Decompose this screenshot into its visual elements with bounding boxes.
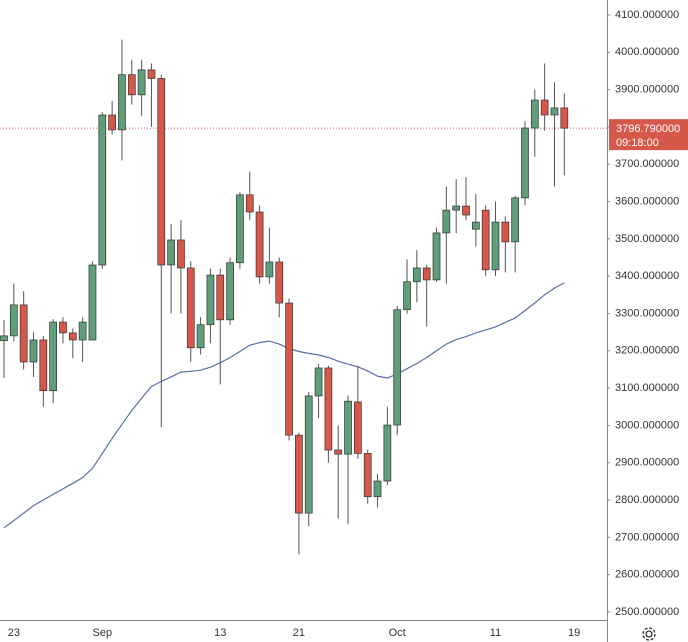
- candle-body: [314, 367, 323, 397]
- y-tick-label: 3200.000000: [615, 345, 679, 357]
- candle-body: [530, 99, 539, 129]
- candle-body: [452, 205, 461, 211]
- candle-body: [186, 267, 195, 349]
- candle-body: [363, 453, 372, 498]
- y-tick-label: 3000.000000: [615, 419, 679, 431]
- candle-body: [78, 321, 87, 341]
- x-tick-label: Sep: [93, 627, 113, 639]
- candle-body: [39, 339, 48, 392]
- candle-body: [373, 480, 382, 498]
- x-tick-label: 19: [568, 627, 580, 639]
- candle-body: [501, 221, 510, 243]
- y-tick-label: 4000.000000: [615, 46, 679, 58]
- candle-body: [550, 107, 559, 116]
- candle-body: [88, 264, 97, 341]
- candle-body: [127, 74, 136, 96]
- y-tick-label: 3100.000000: [615, 382, 679, 394]
- candle-body: [9, 304, 18, 337]
- price-label: 3796.790000: [616, 123, 680, 135]
- y-tick-label: 4100.000000: [615, 9, 679, 21]
- candle-body: [403, 281, 411, 311]
- y-tick-label: 3900.000000: [615, 84, 679, 96]
- y-tick-label: 3600.000000: [615, 195, 679, 207]
- candle-body: [324, 367, 333, 451]
- y-tick-label: 2500.000000: [615, 606, 679, 618]
- settings-icon[interactable]: [642, 627, 656, 641]
- candle-body: [304, 395, 313, 514]
- candle-body: [59, 321, 67, 334]
- candle-body: [521, 127, 529, 199]
- candle-body: [354, 401, 362, 454]
- candle-body: [285, 302, 293, 436]
- candle-body: [206, 274, 215, 326]
- candle-body: [462, 205, 470, 216]
- moving-average: [3, 282, 565, 529]
- candle-body: [393, 309, 402, 426]
- candle-body: [491, 221, 500, 271]
- candle-body: [511, 197, 520, 243]
- candle-body: [442, 209, 451, 234]
- candle-body: [413, 267, 421, 283]
- candle-body: [481, 209, 490, 271]
- candle-body: [157, 78, 166, 266]
- candle-body: [137, 69, 146, 96]
- candle-body: [540, 99, 549, 116]
- candle-body: [49, 321, 58, 392]
- candle-body: [383, 424, 392, 482]
- candle-body: [196, 324, 205, 349]
- countdown-label: 09:18:00: [616, 137, 659, 149]
- candle-body: [29, 339, 38, 363]
- y-tick-label: 2700.000000: [615, 531, 679, 543]
- x-tick-label: 13: [214, 627, 226, 639]
- y-tick-label: 2800.000000: [615, 494, 679, 506]
- y-tick-label: 3500.000000: [615, 233, 679, 245]
- candle-body: [344, 400, 352, 455]
- candle-body: [98, 114, 107, 266]
- y-tick-label: 3300.000000: [615, 307, 679, 319]
- candle-body: [275, 261, 284, 304]
- candle-body: [19, 304, 28, 363]
- candle-body: [265, 261, 274, 278]
- y-tick-label: 3700.000000: [615, 158, 679, 170]
- candle-body: [118, 74, 126, 131]
- x-tick-label: 23: [8, 627, 20, 639]
- candle-body: [0, 335, 8, 342]
- candle-body: [334, 449, 343, 455]
- y-tick-label: 3400.000000: [615, 270, 679, 282]
- x-tick-label: 11: [490, 627, 501, 639]
- candle-body: [236, 194, 244, 264]
- candle-body: [432, 232, 441, 281]
- candle-body: [147, 69, 156, 79]
- candle-body: [108, 114, 116, 131]
- price-label-box: [609, 119, 688, 151]
- candle-body: [216, 274, 225, 321]
- candle-body: [167, 239, 175, 266]
- candle-body: [226, 262, 234, 321]
- candle-body: [471, 221, 480, 230]
- candle-body: [245, 194, 254, 213]
- candle-body: [295, 434, 303, 514]
- candle-body: [422, 267, 431, 281]
- candle-body: [68, 332, 77, 341]
- candle-body: [560, 107, 569, 129]
- x-tick-label: 21: [293, 627, 305, 639]
- x-tick-label: Oct: [389, 627, 406, 639]
- candle-body: [177, 239, 185, 269]
- y-tick-label: 2900.000000: [615, 457, 679, 469]
- candle-body: [255, 211, 264, 278]
- y-tick-label: 2600.000000: [615, 569, 679, 581]
